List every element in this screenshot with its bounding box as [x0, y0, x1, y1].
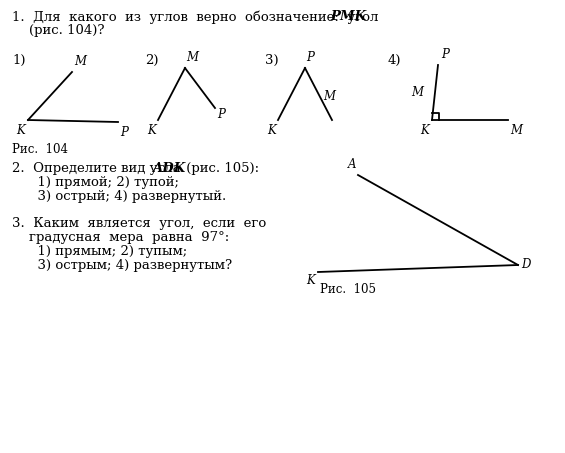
Text: P: P: [217, 108, 225, 121]
Text: M: M: [186, 51, 198, 64]
Text: PMK: PMK: [330, 10, 366, 23]
Text: 3.  Каким  является  угол,  если  его: 3. Каким является угол, если его: [12, 217, 266, 230]
Text: D: D: [521, 259, 531, 271]
Text: K: K: [147, 124, 156, 137]
Text: P: P: [306, 51, 314, 64]
Text: K: K: [306, 274, 315, 287]
Text: Рис.  104: Рис. 104: [12, 143, 68, 156]
Text: K: K: [267, 124, 276, 137]
Text: 1.  Для  какого  из  углов  верно  обозначение:  угол: 1. Для какого из углов верно обозначение…: [12, 10, 387, 24]
Text: Рис.  105: Рис. 105: [320, 283, 376, 296]
Text: 2): 2): [145, 54, 159, 67]
Text: ADK: ADK: [152, 162, 185, 175]
Text: K: K: [16, 124, 25, 137]
Text: 3) острым; 4) развернутым?: 3) острым; 4) развернутым?: [12, 259, 232, 272]
Text: 3): 3): [265, 54, 279, 67]
Text: (рис. 104)?: (рис. 104)?: [12, 24, 105, 37]
Text: 2.  Определите вид угла: 2. Определите вид угла: [12, 162, 185, 175]
Text: M: M: [74, 55, 86, 68]
Text: K: K: [420, 124, 429, 137]
Text: (рис. 105):: (рис. 105):: [182, 162, 259, 175]
Text: 1) прямой; 2) тупой;: 1) прямой; 2) тупой;: [12, 176, 179, 189]
Text: A: A: [347, 158, 356, 171]
Text: M: M: [510, 124, 522, 137]
Text: 1): 1): [12, 54, 25, 67]
Text: M: M: [411, 86, 423, 98]
Text: P: P: [120, 126, 128, 139]
Text: 4): 4): [388, 54, 402, 67]
Text: 1) прямым; 2) тупым;: 1) прямым; 2) тупым;: [12, 245, 187, 258]
Text: градусная  мера  равна  97°:: градусная мера равна 97°:: [12, 231, 229, 244]
Text: P: P: [441, 48, 449, 61]
Text: M: M: [323, 90, 335, 102]
Text: 3) острый; 4) развернутый.: 3) острый; 4) развернутый.: [12, 190, 226, 203]
